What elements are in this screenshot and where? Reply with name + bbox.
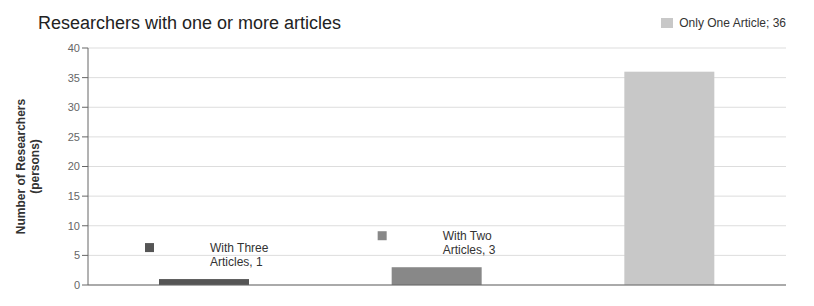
svg-text:25: 25 (68, 131, 80, 143)
svg-text:40: 40 (68, 42, 80, 54)
svg-text:With TwoArticles, 3: With TwoArticles, 3 (443, 229, 496, 257)
svg-text:0: 0 (74, 279, 80, 291)
html-text:Only One Article; 36: Only One Article; 36 (679, 16, 786, 30)
svg-text:With ThreeArticles, 1: With ThreeArticles, 1 (210, 241, 269, 269)
svg-text:30: 30 (68, 101, 80, 113)
svg-text:35: 35 (68, 72, 80, 84)
svg-text:20: 20 (68, 160, 80, 172)
svg-text:5: 5 (74, 249, 80, 261)
svg-text:Number of Researchers(persons): Number of Researchers(persons) (14, 98, 42, 234)
svg-text:15: 15 (68, 190, 80, 202)
svg-text:10: 10 (68, 220, 80, 232)
html-text:Researchers with one or more a: Researchers with one or more articles (38, 12, 342, 33)
